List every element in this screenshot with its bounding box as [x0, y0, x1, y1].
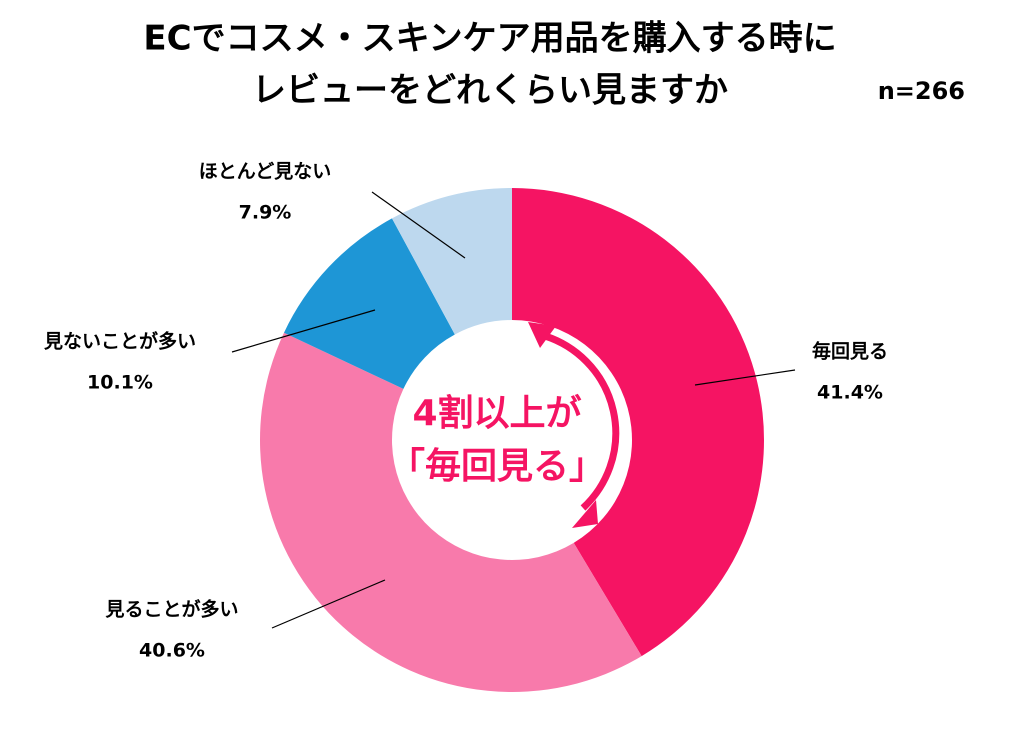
category-label: 見ないことが多い [44, 330, 196, 353]
value-label: 7.9% [239, 202, 292, 224]
value-label: 41.4% [817, 382, 883, 404]
chart-title: レビューをどれくらい見ますか [252, 71, 728, 111]
arrow-head [572, 500, 598, 528]
donut [260, 188, 764, 692]
sample-size: n=266 [878, 77, 965, 105]
leader-line [231, 309, 376, 353]
slice [512, 188, 764, 657]
slice [260, 332, 642, 692]
arrow-head [528, 322, 556, 348]
category-label: 毎回見る [812, 340, 888, 363]
arrow-arc [543, 332, 620, 511]
leader-line [371, 191, 466, 259]
chart-title: ECでコスメ・スキンケア用品を購入する時に [143, 19, 836, 59]
slice [283, 218, 455, 389]
slice [391, 188, 512, 335]
leader-line [694, 369, 796, 386]
annotation: 4割以上が [412, 393, 581, 434]
leader-line [271, 579, 386, 629]
value-label: 40.6% [139, 640, 205, 662]
category-label: ほとんど見ない [199, 161, 331, 183]
category-label: 見ることが多い [105, 598, 238, 621]
arrow [543, 332, 620, 511]
annotation: 「毎回見る」 [389, 446, 605, 487]
value-label: 10.1% [87, 372, 153, 394]
